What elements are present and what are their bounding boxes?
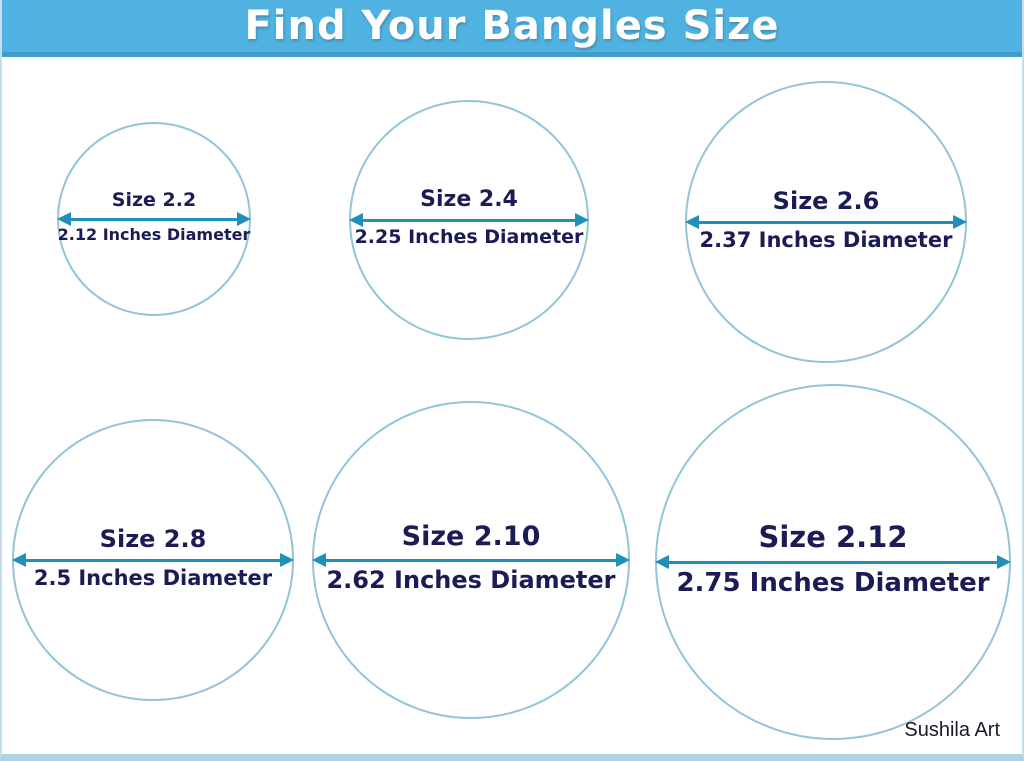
- arrowhead-right-icon: [280, 553, 294, 567]
- diameter-arrow: [312, 552, 630, 568]
- arrowhead-right-icon: [953, 215, 967, 229]
- arrowhead-left-icon: [312, 553, 326, 567]
- diameter-arrow: [685, 214, 967, 230]
- arrow-line: [694, 220, 958, 224]
- arrow-line: [66, 217, 242, 221]
- diameter-arrow: [12, 552, 294, 568]
- bangle-circle: Size 2.6 2.37 Inches Diameter: [685, 81, 967, 363]
- size-label: Size 2.6: [772, 186, 880, 215]
- diameter-label: 2.25 Inches Diameter: [354, 226, 584, 248]
- diameter-label: 2.37 Inches Diameter: [699, 228, 953, 252]
- diameter-arrow: [349, 212, 589, 228]
- arrowhead-right-icon: [997, 555, 1011, 569]
- arrowhead-left-icon: [57, 212, 71, 226]
- size-label: Size 2.12: [758, 520, 908, 555]
- bangle-circle: Size 2.12 2.75 Inches Diameter: [655, 384, 1011, 740]
- arrow-line: [358, 218, 580, 222]
- bangle-circle: Size 2.4 2.25 Inches Diameter: [349, 100, 589, 340]
- size-label: Size 2.8: [99, 524, 207, 553]
- diameter-arrow: [655, 554, 1011, 570]
- bangle-circle: Size 2.10 2.62 Inches Diameter: [312, 401, 630, 719]
- size-label: Size 2.2: [111, 189, 197, 212]
- arrowhead-left-icon: [655, 555, 669, 569]
- page-title: Find Your Bangles Size: [244, 3, 780, 49]
- arrowhead-right-icon: [237, 212, 251, 226]
- size-label: Size 2.4: [420, 186, 518, 212]
- diameter-label: 2.5 Inches Diameter: [33, 566, 273, 590]
- diameter-label: 2.12 Inches Diameter: [57, 225, 251, 244]
- diameter-label: 2.62 Inches Diameter: [326, 566, 616, 594]
- arrow-line: [664, 560, 1002, 564]
- arrow-line: [321, 558, 621, 562]
- title-bar: Find Your Bangles Size: [2, 0, 1022, 57]
- arrowhead-right-icon: [575, 213, 589, 227]
- arrowhead-left-icon: [349, 213, 363, 227]
- arrowhead-left-icon: [685, 215, 699, 229]
- arrowhead-right-icon: [616, 553, 630, 567]
- diameter-arrow: [57, 211, 251, 227]
- bangle-circle: Size 2.2 2.12 Inches Diameter: [57, 122, 251, 316]
- diameter-label: 2.75 Inches Diameter: [676, 568, 990, 598]
- bangle-circle: Size 2.8 2.5 Inches Diameter: [12, 419, 294, 701]
- size-label: Size 2.10: [401, 521, 541, 553]
- arrowhead-left-icon: [12, 553, 26, 567]
- watermark-credit: Sushila Art: [904, 719, 1000, 741]
- arrow-line: [21, 558, 285, 562]
